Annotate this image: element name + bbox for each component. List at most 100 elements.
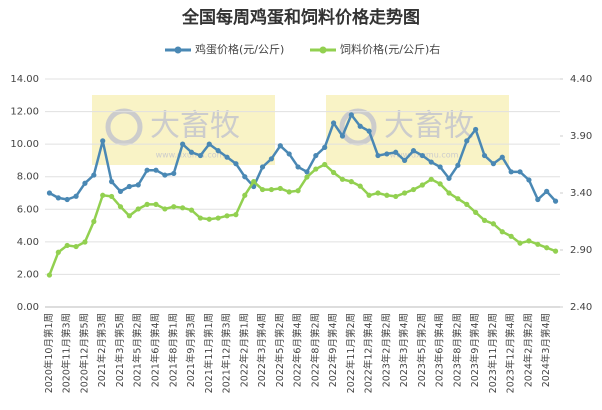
point	[446, 190, 452, 196]
y-tick-label: 14.00	[10, 74, 39, 85]
point	[162, 206, 168, 212]
point	[135, 206, 141, 212]
point	[259, 164, 266, 170]
point	[348, 112, 354, 118]
x-tick-label: 2022年11月第2周	[345, 313, 357, 393]
point	[64, 242, 70, 249]
point	[428, 159, 434, 165]
point	[455, 162, 461, 168]
point	[46, 190, 53, 196]
point	[339, 133, 346, 139]
point	[419, 182, 425, 188]
x-tick-label: 2021年5月第2周	[132, 313, 144, 387]
x-tick-label: 2023年5月第2周	[416, 313, 428, 387]
point	[322, 144, 328, 150]
x-tick-label: 2023年6月第4周	[434, 313, 446, 387]
point	[242, 174, 248, 180]
point	[304, 169, 310, 175]
point	[366, 128, 372, 134]
x-tick-label: 2022年2月第1周	[238, 313, 250, 387]
watermark-text: 大畜牧	[384, 109, 474, 144]
point	[375, 190, 381, 196]
point	[481, 217, 488, 223]
point	[499, 229, 505, 235]
y-tick-label: 2.00	[17, 269, 39, 280]
x-tick-label: 2021年12月第3周	[221, 313, 233, 393]
point	[73, 243, 79, 250]
y-tick-label: 6.00	[17, 204, 39, 215]
point	[473, 126, 479, 133]
point	[384, 192, 390, 198]
point	[233, 212, 239, 218]
y-tick-label: 12.00	[10, 107, 39, 118]
point	[508, 169, 514, 175]
point	[91, 218, 97, 225]
point	[224, 213, 230, 219]
point	[490, 221, 497, 227]
point	[348, 179, 354, 185]
point	[393, 193, 399, 200]
point	[180, 141, 186, 147]
point	[446, 175, 452, 181]
point	[268, 186, 275, 193]
point	[180, 205, 186, 211]
y2-tick-label: 4.40	[570, 74, 592, 85]
x-tick-label: 2021年2月第3周	[96, 313, 108, 387]
x-tick-label: 2022年5月第2周	[274, 313, 286, 387]
y-tick-label: 8.00	[17, 172, 39, 183]
point	[188, 149, 195, 155]
y2-tick-label: 3.90	[570, 131, 592, 142]
point	[313, 166, 319, 172]
point	[410, 186, 417, 193]
point	[535, 196, 541, 203]
point	[91, 172, 97, 178]
x-tick-label: 2023年9月第4周	[469, 313, 481, 387]
y2-tick-label: 3.40	[570, 188, 592, 199]
point	[428, 176, 434, 182]
point	[464, 201, 470, 207]
point	[517, 169, 523, 175]
point	[544, 188, 550, 194]
point	[197, 215, 203, 221]
chart-title: 全国每周鸡蛋和饲料价格走势图	[181, 7, 420, 28]
point	[82, 180, 88, 186]
point	[277, 185, 283, 192]
point	[242, 192, 248, 198]
point	[46, 272, 53, 278]
point	[251, 179, 257, 185]
point	[330, 169, 337, 176]
point	[215, 148, 221, 154]
point	[322, 161, 328, 168]
series-line	[48, 112, 557, 202]
point	[357, 123, 363, 129]
x-tick-label: 2023年3月第4周	[398, 313, 410, 387]
point	[233, 161, 239, 167]
x-tick-label: 2024年2月第2周	[522, 313, 534, 387]
point	[277, 143, 283, 149]
point	[304, 174, 310, 180]
x-tick-label: 2022年12月第4周	[363, 313, 375, 393]
x-tick-label: 2021年8月第1周	[167, 313, 179, 387]
x-tick-label: 2023年12月第4周	[505, 313, 517, 393]
point	[295, 188, 301, 194]
y2-tick-label: 2.40	[570, 302, 592, 313]
y-tick-label: 0.00	[17, 302, 39, 313]
watermark-box	[92, 95, 275, 165]
x-tick-label: 2020年10月第1周	[43, 313, 55, 393]
watermark-text: 大畜牧	[150, 109, 240, 144]
point	[393, 149, 399, 155]
y-tick-label: 10.00	[10, 139, 39, 150]
point	[224, 154, 230, 160]
point	[437, 164, 443, 170]
point	[135, 182, 141, 188]
point	[144, 167, 150, 173]
point	[286, 189, 292, 195]
point	[55, 249, 61, 255]
point	[108, 179, 115, 185]
point	[100, 138, 106, 144]
point	[330, 120, 337, 126]
x-tick-label: 2020年11月第3周	[61, 313, 73, 393]
point	[402, 190, 408, 196]
point	[171, 204, 177, 210]
point	[313, 152, 319, 159]
